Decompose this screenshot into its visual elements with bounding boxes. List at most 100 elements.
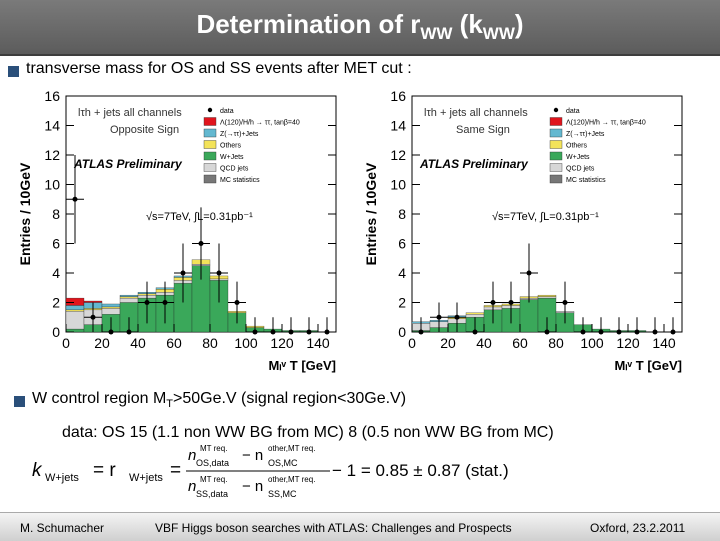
x-tick-label: 80	[202, 335, 218, 351]
data-point	[652, 329, 658, 335]
data-point	[526, 270, 532, 276]
legend-label: MC statistics	[566, 177, 606, 184]
bar-others	[119, 296, 139, 299]
formula-num-n: n	[188, 447, 196, 464]
x-tick-label: 140	[306, 335, 330, 351]
data-point	[472, 329, 478, 335]
bar-120hh	[83, 300, 103, 303]
chart-same-sign: 0 2 4 6 8 10 12 14 16 0 20 40 60 80 100 120 140 Entries /…	[363, 88, 683, 373]
x-tick-label: 100	[580, 335, 604, 351]
legend-swatch	[549, 140, 563, 149]
bullet-text-1: transverse mass for OS and SS events aft…	[26, 60, 412, 77]
bar-qcdjets	[65, 311, 85, 330]
bar-others	[101, 306, 121, 309]
legend-swatch	[549, 117, 563, 126]
formula-num-sup: other,MT req.	[268, 444, 315, 453]
legend-swatch	[549, 128, 563, 138]
y-tick-label: 14	[390, 118, 406, 134]
x-tick-label: 60	[166, 335, 182, 351]
legend-label: MC statistics	[220, 177, 260, 184]
x-tick-label: 40	[130, 335, 146, 351]
chart-opposite-sign: 0 2 4 6 8 10 12 14 16 0 20 40 60 80 100 120 140 Entries /…	[17, 88, 337, 373]
legend-label: QCD jets	[220, 166, 249, 173]
bullet-text-2: W control region MT>50Ge.V (signal regio…	[32, 390, 406, 410]
data-point	[670, 329, 676, 335]
chart-title: lτh + jets all channels	[424, 107, 528, 119]
title-sub-ww: WW	[420, 24, 453, 44]
data-point	[216, 270, 222, 276]
data-point	[580, 329, 586, 335]
data-point	[234, 300, 240, 305]
x-tick-label: 60	[512, 335, 528, 351]
formula-r-sub: W+jets	[129, 472, 163, 484]
legend-label: W+Jets	[220, 154, 244, 161]
legend-label: Others	[220, 143, 242, 150]
data-point	[288, 329, 294, 335]
legend-swatch	[203, 117, 217, 126]
y-tick-label: 16	[390, 88, 406, 104]
formula-den-sub2: SS,MC	[268, 489, 297, 499]
bar-others	[465, 312, 485, 315]
bullet-marker-2	[14, 396, 25, 407]
data-point	[454, 314, 460, 320]
data-point	[418, 329, 424, 335]
y-tick-label: 0	[52, 324, 60, 340]
formula-result: − 1 = 0.85 ± 0.87 (stat.)	[332, 461, 508, 480]
data-point	[616, 329, 622, 335]
formula-den-req: MT req.	[200, 475, 227, 484]
data-point	[436, 314, 442, 320]
mt-subscript: T	[166, 398, 173, 411]
bullet-marker-1	[8, 66, 19, 77]
y-tick-label: 8	[52, 206, 60, 222]
legend-label: data	[220, 108, 234, 115]
atlas-label: ATLAS Preliminary	[419, 157, 529, 171]
footer-place-date: Oxford, 23.2.2011	[590, 521, 686, 535]
y-tick-label: 0	[398, 324, 406, 340]
data-point	[598, 329, 604, 335]
data-point	[324, 329, 330, 335]
data-point	[108, 329, 114, 335]
energy-lumi-label: √s=7TeV, ∫L=0.31pb⁻¹	[146, 211, 253, 223]
x-tick-label: 120	[270, 335, 294, 351]
y-tick-label: 4	[398, 265, 406, 281]
y-tick-label: 16	[44, 88, 60, 104]
y-tick-label: 2	[52, 295, 60, 311]
y-axis-label: Entries / 10GeV	[17, 162, 33, 265]
x-tick-label: 0	[62, 335, 70, 351]
y-tick-label: 8	[398, 206, 406, 222]
formula-num-sub: OS,data	[196, 458, 229, 468]
bar-zjets	[101, 303, 121, 308]
legend-marker-data	[207, 107, 213, 113]
formula-den-minus: − n	[242, 478, 263, 495]
formula-den-n: n	[188, 478, 196, 495]
formula-num-req: MT req.	[200, 444, 227, 453]
legend-label: data	[566, 108, 580, 115]
bar-others	[65, 309, 85, 312]
bar-qcdjets	[101, 308, 121, 315]
y-tick-label: 2	[398, 295, 406, 311]
formula-num-sub2: OS,MC	[268, 458, 298, 468]
x-axis-label: Mₗᵛ T [GeV]	[614, 358, 682, 373]
slide-title: Determination of rWW (kWW)	[0, 9, 720, 44]
x-tick-label: 100	[234, 335, 258, 351]
legend-swatch	[203, 140, 217, 149]
title-sub-ww-2: WW	[482, 24, 515, 44]
x-tick-label: 120	[616, 335, 640, 351]
formula-svg: k W+jets = r W+jets = n OS,data MT req. …	[32, 444, 509, 499]
y-tick-label: 14	[44, 118, 60, 134]
x-tick-label: 20	[94, 335, 110, 351]
data-point	[544, 329, 550, 335]
energy-lumi-label: √s=7TeV, ∫L=0.31pb⁻¹	[492, 211, 599, 223]
footer-author: M. Schumacher	[20, 521, 105, 535]
data-point	[490, 300, 496, 305]
x-tick-label: 0	[408, 335, 416, 351]
legend-label: Z(→ττ)+Jets	[566, 131, 605, 138]
formula-eq: =	[170, 460, 181, 481]
y-tick-label: 10	[390, 177, 406, 193]
legend-label: Others	[566, 143, 588, 150]
legend-swatch	[549, 174, 563, 184]
y-tick-label: 4	[52, 265, 60, 281]
bar-qcdjets	[119, 297, 139, 303]
y-tick-label: 12	[44, 147, 60, 163]
legend-swatch	[203, 163, 217, 172]
